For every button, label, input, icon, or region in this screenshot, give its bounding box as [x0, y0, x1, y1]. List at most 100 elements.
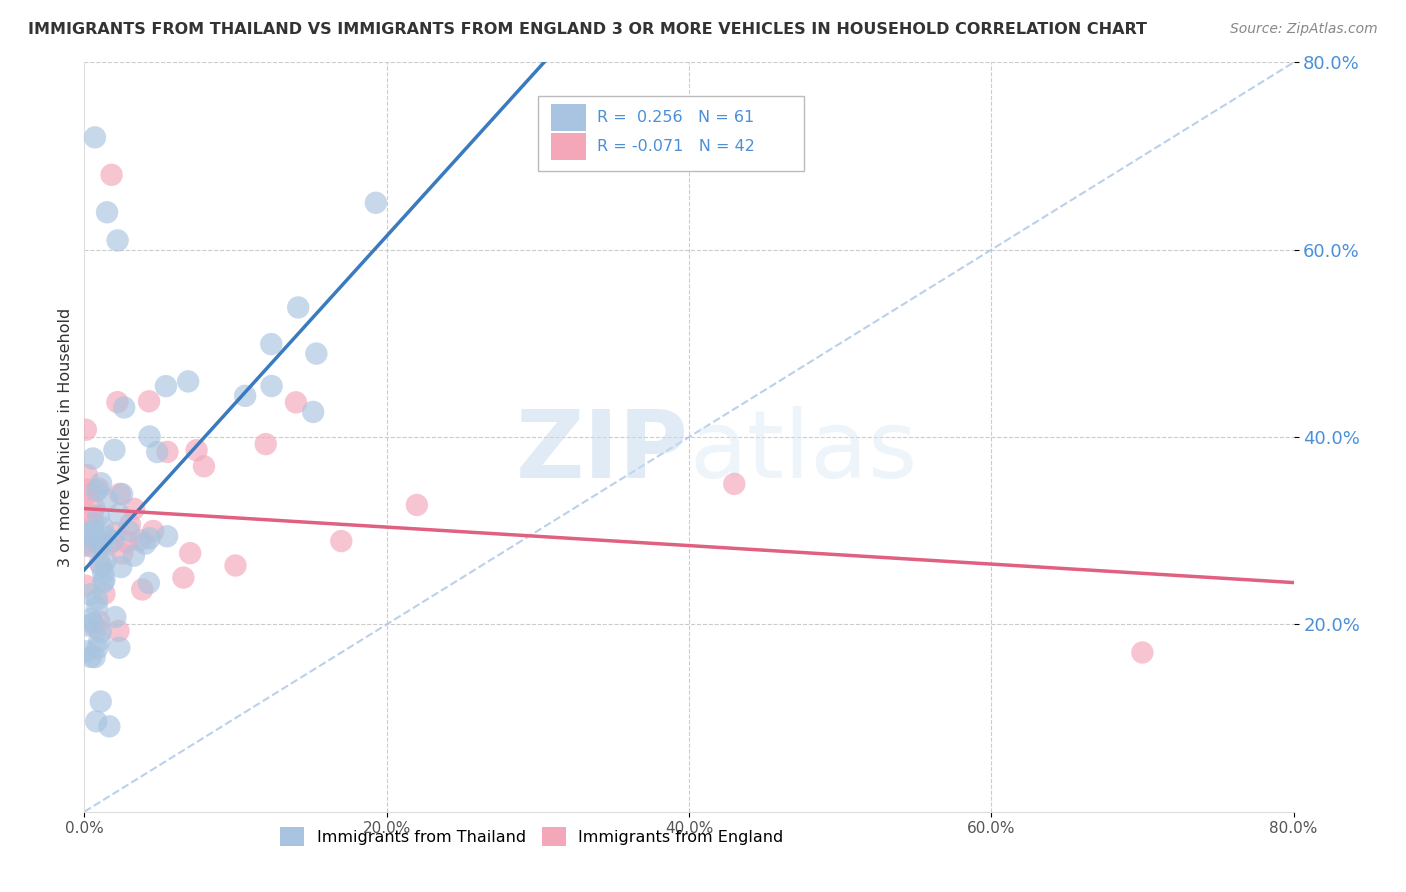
Point — [80, 540, 103, 554]
Point — [186, 443, 208, 458]
Point — [131, 582, 153, 597]
Point — [1130, 646, 1153, 660]
FancyBboxPatch shape — [551, 133, 586, 160]
Point — [142, 524, 165, 538]
Point — [89, 633, 111, 648]
Point — [138, 576, 160, 591]
Point — [91, 520, 114, 534]
Point — [285, 395, 308, 409]
Point — [75, 483, 97, 497]
Point — [86, 483, 108, 498]
Point — [90, 559, 112, 574]
Point — [86, 592, 108, 607]
Point — [82, 508, 104, 523]
Point — [75, 579, 97, 593]
Point — [82, 451, 104, 466]
Point — [83, 650, 105, 665]
Point — [87, 482, 110, 496]
Point — [100, 168, 122, 182]
Point — [79, 587, 101, 601]
Point — [75, 423, 97, 437]
Point — [107, 395, 129, 409]
Point — [287, 301, 309, 315]
Point — [156, 445, 179, 459]
Point — [302, 405, 325, 419]
Point — [75, 644, 97, 658]
Point — [723, 476, 745, 491]
Point — [86, 640, 108, 655]
Point — [75, 488, 97, 502]
Point — [129, 533, 152, 547]
Point — [77, 526, 100, 541]
Point — [79, 612, 101, 626]
Point — [134, 537, 156, 551]
Point — [80, 650, 103, 665]
Point — [90, 624, 112, 639]
Point — [260, 337, 283, 351]
Point — [225, 558, 247, 573]
Point — [87, 615, 110, 629]
Point — [104, 525, 127, 540]
Point — [138, 394, 160, 409]
Point — [91, 566, 114, 581]
Point — [330, 534, 353, 549]
Point — [91, 575, 114, 590]
Point — [118, 524, 141, 538]
Point — [254, 437, 277, 451]
Point — [96, 492, 118, 507]
Point — [76, 539, 98, 553]
Point — [122, 501, 145, 516]
FancyBboxPatch shape — [551, 104, 586, 131]
Point — [86, 600, 108, 615]
Point — [82, 516, 104, 531]
Point — [75, 528, 97, 542]
Point — [84, 621, 107, 635]
Point — [146, 445, 169, 459]
Point — [111, 546, 134, 560]
Point — [96, 205, 118, 219]
Point — [110, 560, 132, 574]
Point — [98, 719, 121, 733]
Point — [86, 536, 108, 550]
Point — [305, 346, 328, 360]
Text: atlas: atlas — [689, 406, 917, 498]
Point — [177, 375, 200, 389]
Point — [155, 379, 177, 393]
Text: R = -0.071   N = 42: R = -0.071 N = 42 — [598, 139, 755, 153]
Point — [82, 524, 104, 538]
Legend: Immigrants from Thailand, Immigrants from England: Immigrants from Thailand, Immigrants fro… — [273, 820, 790, 853]
Point — [122, 549, 145, 563]
Point — [193, 459, 215, 474]
Point — [75, 535, 97, 549]
Point — [90, 476, 112, 491]
Point — [172, 571, 194, 585]
Point — [108, 487, 131, 501]
Y-axis label: 3 or more Vehicles in Household: 3 or more Vehicles in Household — [58, 308, 73, 566]
Point — [103, 442, 125, 457]
Point — [108, 507, 131, 521]
Point — [260, 379, 283, 393]
Point — [93, 573, 115, 587]
Point — [107, 624, 129, 638]
Point — [84, 130, 107, 145]
Point — [94, 530, 117, 544]
Text: Source: ZipAtlas.com: Source: ZipAtlas.com — [1230, 22, 1378, 37]
Point — [97, 538, 120, 552]
Point — [94, 553, 117, 567]
Point — [76, 467, 98, 482]
Point — [179, 546, 201, 560]
Point — [103, 533, 125, 548]
Point — [138, 429, 160, 443]
Point — [104, 610, 127, 624]
Point — [156, 529, 179, 543]
Point — [83, 616, 105, 631]
Point — [83, 500, 105, 515]
Point — [84, 714, 107, 729]
Point — [75, 618, 97, 632]
Point — [139, 531, 162, 545]
Text: ZIP: ZIP — [516, 406, 689, 498]
Point — [108, 640, 131, 655]
Point — [107, 233, 129, 247]
Point — [406, 498, 429, 512]
FancyBboxPatch shape — [538, 96, 804, 171]
